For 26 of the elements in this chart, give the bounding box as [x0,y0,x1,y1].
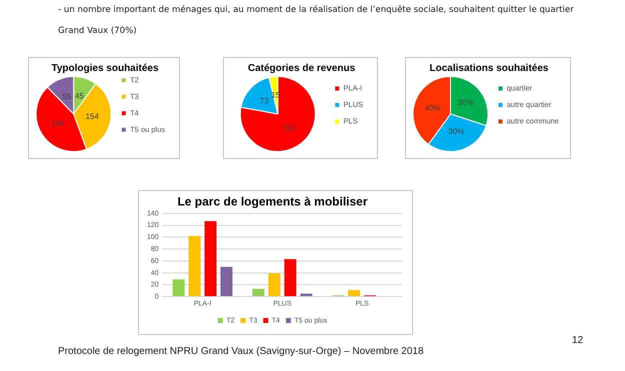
chart-title: Le parc de logements à mobiliser [177,194,368,209]
bar [284,259,296,296]
bar [220,266,232,296]
data-label: 194 [51,119,65,128]
data-label: 30% [458,98,474,108]
data-label: 15 [271,90,281,100]
bar [188,236,201,296]
bar [172,279,185,296]
data-label: 45 [74,91,84,100]
bar [268,273,280,296]
text: Typologies souhaitées [51,62,159,74]
text: Protocole de relogement NPRU Grand Vaux (Savigny-sur-Orge) – Novembre 2018 [58,346,424,357]
data-label: 154 [86,112,100,121]
chart-title: Localisations souhaitées [430,62,549,74]
bar [300,294,312,296]
chart-title: Catégories de revenus [248,62,356,74]
data-label: 73 [260,96,270,106]
data-label: 310 [283,124,298,133]
data-label: 55 [62,92,72,101]
text: 12 [572,335,584,346]
bar [252,288,264,296]
bar [204,221,217,296]
text: - un nombre important de ménages qui, au moment de la réalisation de l’enquête sociale, souhaitent quitter le quartier Grand Vaux (70%) [58,5,574,36]
data-label: 40% [424,103,441,112]
bar [348,290,360,296]
data-label: 30% [448,127,464,136]
